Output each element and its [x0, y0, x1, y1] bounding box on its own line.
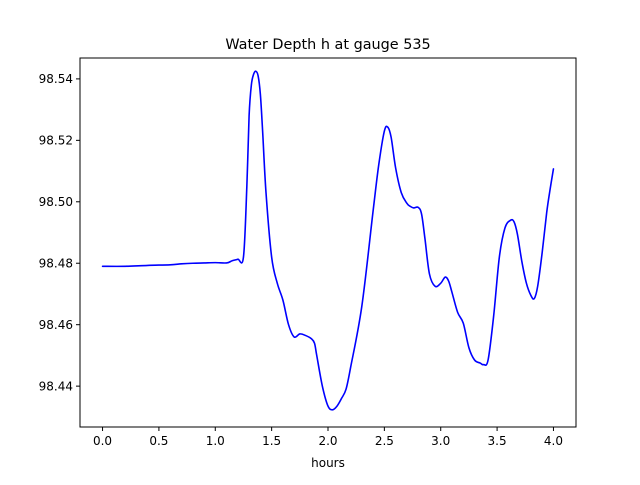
x-tick-label: 1.5: [262, 434, 281, 448]
y-tick-label: 98.50: [39, 195, 73, 209]
y-tick-label: 98.54: [39, 72, 73, 86]
plot-area: [101, 70, 555, 411]
y-tick-label: 98.44: [39, 379, 73, 393]
x-tick-label: 3.5: [488, 434, 507, 448]
x-tick-label: 2.0: [318, 434, 337, 448]
x-tick-label: 3.0: [431, 434, 450, 448]
y-tick-label: 98.52: [39, 134, 73, 148]
x-tick-label: 1.0: [206, 434, 225, 448]
chart-title: Water Depth h at gauge 535: [225, 37, 430, 53]
x-tick-label: 2.5: [375, 434, 394, 448]
axes: 0.0 0.5 1.0 1.5 2.0 2.5 3.0 3.5 4.0 98.44 98.46 98.…: [39, 57, 577, 448]
y-tick-label: 98.48: [39, 257, 73, 271]
x-tick-label: 0.0: [93, 434, 112, 448]
x-axis-label: hours: [311, 456, 345, 470]
x-tick-label: 4.0: [544, 434, 563, 448]
y-tick-label: 98.46: [39, 318, 73, 332]
x-tick-label: 0.5: [149, 434, 168, 448]
series-line-h: [101, 70, 555, 411]
